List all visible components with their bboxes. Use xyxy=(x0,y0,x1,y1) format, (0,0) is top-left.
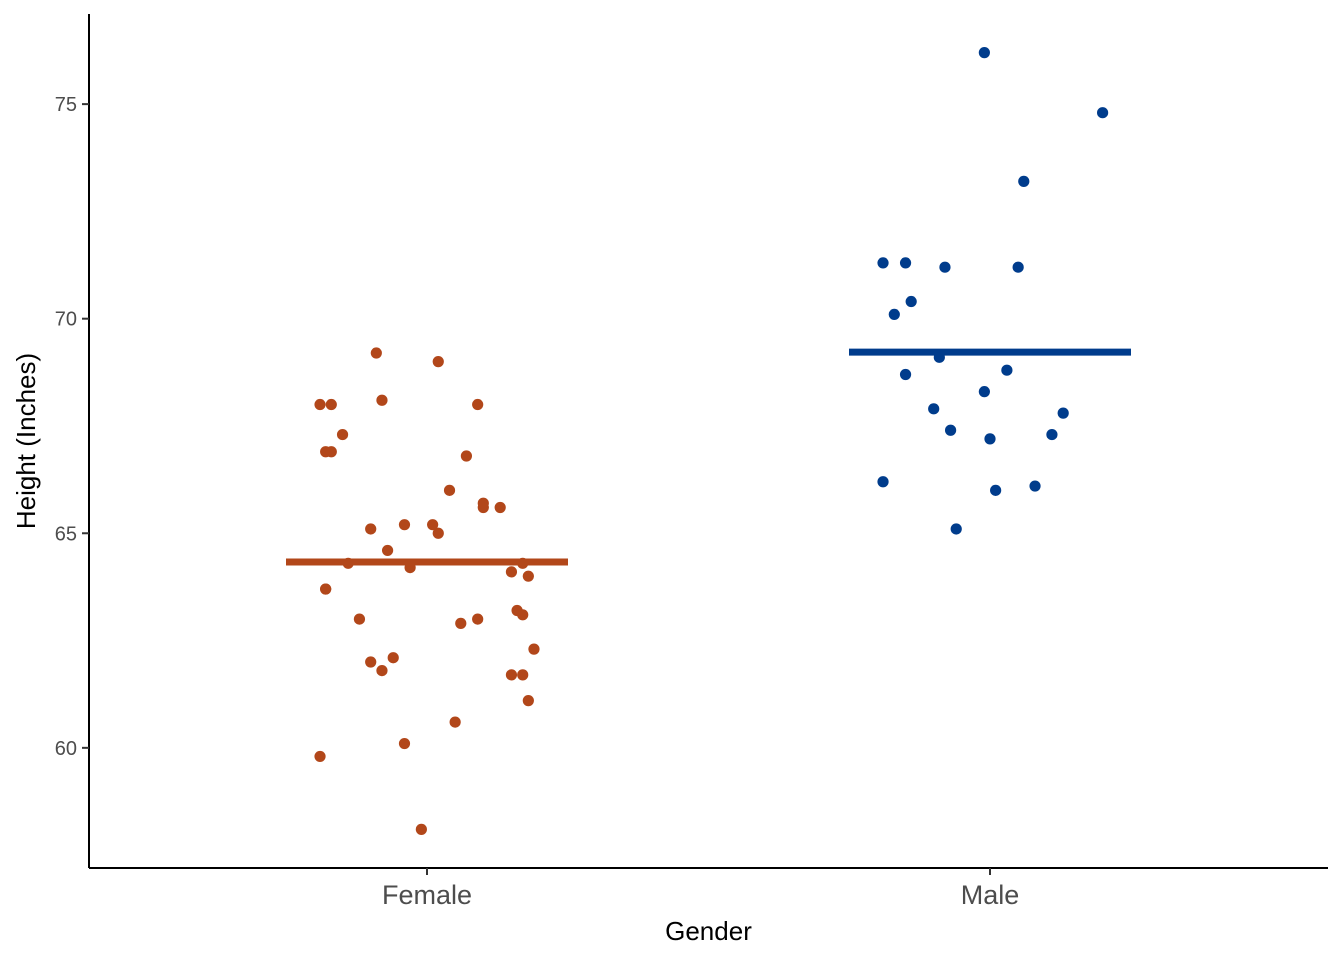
data-point xyxy=(432,356,444,368)
data-point xyxy=(1029,480,1041,492)
data-point xyxy=(877,476,889,488)
y-tick-label: 65 xyxy=(55,523,77,545)
data-point xyxy=(990,484,1002,496)
data-point xyxy=(381,544,394,557)
data-point xyxy=(314,750,326,763)
data-point xyxy=(1057,407,1069,419)
data-point xyxy=(905,295,917,308)
data-point xyxy=(494,501,506,514)
data-point xyxy=(984,433,996,445)
data-point xyxy=(325,446,337,458)
data-point xyxy=(415,823,427,835)
data-point xyxy=(877,257,889,269)
data-point xyxy=(449,716,461,728)
y-tick-label: 60 xyxy=(55,738,77,760)
data-point xyxy=(928,403,940,415)
data-point xyxy=(460,450,473,462)
series-female xyxy=(286,347,568,835)
data-point xyxy=(353,613,366,625)
x-axis-ticks: Female Male xyxy=(382,868,1019,910)
data-point xyxy=(1046,428,1058,441)
data-point xyxy=(398,519,411,531)
data-point xyxy=(505,566,518,578)
data-point xyxy=(365,656,377,668)
data-point xyxy=(522,570,534,582)
data-point xyxy=(522,695,534,707)
data-point xyxy=(370,347,382,359)
data-point xyxy=(477,497,489,509)
data-point xyxy=(320,583,332,595)
data-point xyxy=(398,737,411,750)
data-point xyxy=(314,398,326,411)
data-point xyxy=(1018,175,1030,187)
data-point xyxy=(472,613,484,625)
data-point xyxy=(336,428,349,441)
data-point xyxy=(376,664,388,677)
data-point xyxy=(455,617,467,629)
data-point xyxy=(325,398,337,411)
data-point xyxy=(899,257,912,269)
x-tick-label: Female xyxy=(382,880,472,910)
data-point xyxy=(365,523,377,535)
data-point xyxy=(443,484,456,496)
data-point xyxy=(528,643,540,655)
data-point xyxy=(978,386,990,398)
x-tick-label: Male xyxy=(961,880,1020,910)
data-point xyxy=(899,368,912,381)
data-point xyxy=(1097,107,1109,119)
data-point xyxy=(1012,261,1024,273)
plot-area xyxy=(286,47,1131,835)
data-point xyxy=(505,669,518,681)
y-axis-ticks: 60 65 70 75 xyxy=(55,94,89,760)
data-point xyxy=(427,519,439,531)
y-axis-title: Height (Inches) xyxy=(11,353,41,529)
y-tick-label: 75 xyxy=(55,94,77,116)
data-point xyxy=(888,308,900,321)
data-point xyxy=(517,609,529,621)
data-point xyxy=(1001,364,1013,376)
data-point xyxy=(432,527,444,539)
data-point xyxy=(387,652,399,664)
y-tick-label: 70 xyxy=(55,309,77,331)
data-point xyxy=(950,523,962,535)
data-point xyxy=(517,669,529,681)
series-male xyxy=(849,47,1131,535)
data-point xyxy=(978,47,990,59)
data-point xyxy=(376,394,388,406)
data-point xyxy=(939,261,951,273)
x-axis-title: Gender xyxy=(665,916,752,946)
data-point xyxy=(944,424,957,436)
data-point xyxy=(472,398,484,411)
